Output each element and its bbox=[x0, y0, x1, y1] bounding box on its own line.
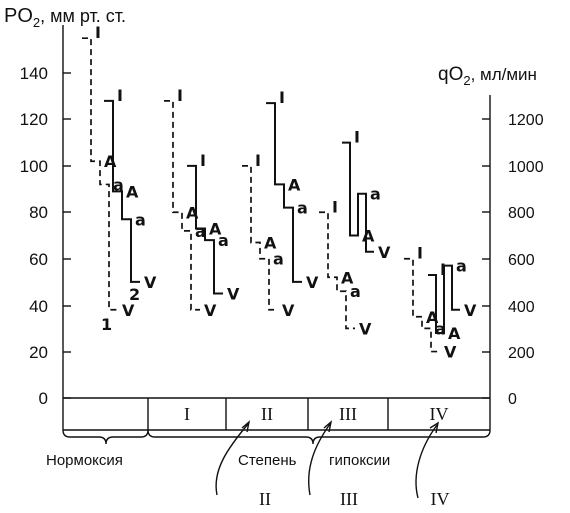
point-label-V: V bbox=[204, 301, 217, 320]
cascade-I-dashed bbox=[164, 100, 200, 311]
point-label-V: V bbox=[144, 273, 157, 292]
point-label-V: V bbox=[359, 319, 372, 338]
stage-label-3: III bbox=[339, 404, 357, 424]
point-label-A: A bbox=[264, 233, 277, 252]
point-label-I: I bbox=[255, 151, 261, 170]
right-tick-label: 600 bbox=[508, 252, 535, 269]
point-label-V: V bbox=[227, 285, 240, 304]
point-label-a: a bbox=[195, 222, 206, 241]
stage-label-1: I bbox=[184, 404, 190, 424]
point-label-A: A bbox=[448, 324, 461, 343]
left-axis-title: PO2, мм рт. ст. bbox=[4, 5, 126, 30]
point-label-V: V bbox=[282, 301, 295, 320]
normoxia-caption: Нормоксия bbox=[46, 452, 123, 469]
arrow-label-II: II bbox=[259, 489, 271, 509]
left-tick-label: 80 bbox=[29, 203, 48, 222]
cascade-II-solid bbox=[266, 102, 302, 283]
cascade-III-solid bbox=[342, 141, 374, 253]
left-tick-label: 120 bbox=[20, 110, 48, 129]
point-label-a: a bbox=[218, 231, 229, 250]
right-tick-label: 1000 bbox=[508, 159, 544, 176]
point-label-a: a bbox=[113, 175, 124, 194]
hypoxia-caption: гипоксии bbox=[329, 452, 390, 469]
left-tick-label: 60 bbox=[29, 250, 48, 269]
point-label-a: a bbox=[370, 185, 381, 204]
right-tick-label: 1200 bbox=[508, 112, 544, 129]
series-label-2: 2 bbox=[129, 285, 140, 304]
point-label-A: A bbox=[362, 227, 375, 246]
right-tick-label: 800 bbox=[508, 205, 535, 222]
point-label-V: V bbox=[378, 243, 391, 262]
point-label-A: A bbox=[126, 182, 139, 201]
point-label-a: a bbox=[297, 199, 308, 218]
point-label-A: A bbox=[288, 175, 301, 194]
point-label-A: A bbox=[104, 152, 117, 171]
cascade-II-dashed bbox=[242, 165, 278, 311]
point-label-I: I bbox=[440, 260, 446, 279]
point-label-V: V bbox=[306, 273, 319, 292]
point-label-a: a bbox=[273, 250, 284, 269]
point-label-A: A bbox=[341, 268, 354, 287]
point-label-a: a bbox=[350, 282, 361, 301]
cascade-IV-dashed bbox=[404, 257, 440, 353]
point-label-a: a bbox=[435, 319, 446, 338]
cascade-I-solid bbox=[187, 164, 223, 295]
point-label-I: I bbox=[332, 197, 338, 216]
left-tick-label: 20 bbox=[29, 343, 48, 362]
normoxia-brace bbox=[62, 429, 149, 445]
pointer-arrows bbox=[215, 420, 440, 499]
point-label-A: A bbox=[186, 203, 199, 222]
point-label-I: I bbox=[177, 86, 183, 105]
left-tick-label: 0 bbox=[39, 389, 48, 408]
left-axis: 0 20 40 60 80 100 120 140 bbox=[20, 64, 71, 408]
arrow-label-III: III bbox=[340, 489, 358, 509]
arrow-label-IV: IV bbox=[431, 489, 450, 509]
stage-label-2: II bbox=[261, 404, 273, 424]
cascade-normoxia-dashed bbox=[82, 37, 118, 311]
stage-label-4: IV bbox=[430, 404, 449, 424]
series-label-1: 1 bbox=[101, 315, 112, 334]
right-tick-label: 400 bbox=[508, 299, 535, 316]
left-tick-label: 40 bbox=[29, 297, 48, 316]
right-axis: 0 200 400 600 800 1000 1200 bbox=[482, 112, 544, 408]
left-tick-label: 140 bbox=[20, 64, 48, 83]
cascade-IV-solid bbox=[428, 264, 460, 334]
point-label-V: V bbox=[122, 301, 135, 320]
axes-frame bbox=[62, 25, 491, 431]
right-tick-label: 0 bbox=[508, 391, 517, 408]
point-label-I: I bbox=[95, 23, 101, 42]
point-label-I: I bbox=[200, 151, 206, 170]
point-label-A: A bbox=[209, 220, 222, 239]
point-label-a: a bbox=[456, 257, 467, 276]
right-tick-label: 200 bbox=[508, 345, 535, 362]
hypoxia-degree-caption: Степень bbox=[238, 452, 297, 469]
hypoxia-brace bbox=[147, 429, 491, 445]
cascade-normoxia-solid bbox=[104, 99, 140, 283]
point-label-V: V bbox=[464, 301, 477, 320]
point-label-I: I bbox=[354, 128, 360, 147]
point-label-I: I bbox=[417, 244, 423, 263]
right-axis-title: qO2, мл/мин bbox=[438, 64, 537, 88]
point-label-a: a bbox=[135, 210, 146, 229]
left-tick-label: 100 bbox=[20, 157, 48, 176]
point-label-I: I bbox=[279, 88, 285, 107]
point-label-V: V bbox=[444, 343, 457, 362]
point-label-I: I bbox=[117, 86, 123, 105]
